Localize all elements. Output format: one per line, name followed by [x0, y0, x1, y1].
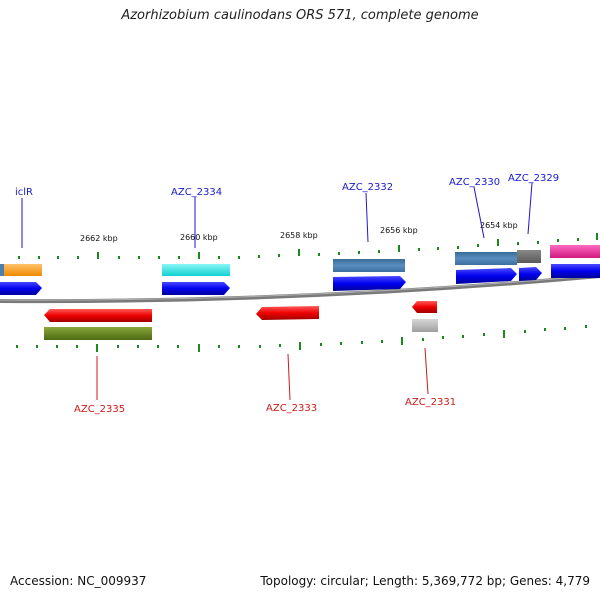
- gene-label-AZC_2329[interactable]: AZC_2329: [508, 173, 559, 184]
- scale-label: 2656 kbp: [380, 226, 418, 235]
- feature-silver[interactable]: [412, 319, 438, 332]
- scale-label: 2654 kbp: [480, 221, 518, 230]
- cds-forward-arrow[interactable]: [551, 264, 600, 278]
- cds-forward-arrow[interactable]: [162, 282, 230, 295]
- forward-cds-row: [0, 264, 600, 295]
- feature-olive[interactable]: [44, 327, 152, 340]
- reverse-cds-row: [44, 301, 437, 322]
- gene-label-AZC_2331[interactable]: AZC_2331: [405, 397, 456, 408]
- scale-label: 2658 kbp: [280, 231, 318, 240]
- accession-label: Accession: NC_009937: [10, 574, 147, 588]
- cds-forward-arrow[interactable]: [456, 268, 517, 284]
- scale-label: 2660 kbp: [180, 233, 218, 242]
- gene-label-AZC_2332[interactable]: AZC_2332: [342, 182, 393, 193]
- feature-magenta[interactable]: [550, 245, 600, 258]
- gene-label-iclR[interactable]: iclR: [15, 187, 33, 198]
- genome-summary: Topology: circular; Length: 5,369,772 bp…: [260, 574, 590, 588]
- forward-label-leaders: [21, 182, 533, 248]
- feature-grey[interactable]: [517, 250, 541, 263]
- cds-reverse-arrow[interactable]: [412, 301, 437, 313]
- gene-label-AZC_2333[interactable]: AZC_2333: [266, 403, 317, 414]
- page-title: Azorhizobium caulinodans ORS 571, comple…: [121, 8, 479, 23]
- forward-feature-row: [0, 245, 600, 276]
- feature-cyan[interactable]: [162, 264, 230, 276]
- reverse-feature-row: [44, 319, 438, 340]
- gene-label-AZC_2334[interactable]: AZC_2334: [171, 187, 222, 198]
- gene-label-AZC_2335[interactable]: AZC_2335: [74, 404, 125, 415]
- lower-tick-row: [16, 325, 587, 352]
- cds-reverse-arrow[interactable]: [44, 309, 152, 322]
- gene-label-AZC_2330[interactable]: AZC_2330: [449, 177, 500, 188]
- reverse-label-leaders: [96, 347, 429, 401]
- scale-label: 2662 kbp: [80, 234, 118, 243]
- feature-steelblue[interactable]: [333, 259, 405, 272]
- cds-forward-arrow[interactable]: [519, 267, 542, 281]
- cds-reverse-arrow[interactable]: [256, 306, 319, 320]
- cds-forward-arrow[interactable]: [333, 276, 406, 291]
- upper-tick-row: [18, 233, 598, 259]
- feature-orange[interactable]: [0, 264, 42, 276]
- genome-backbone: [0, 274, 600, 304]
- feature-steelblue[interactable]: [455, 252, 517, 265]
- cds-forward-arrow[interactable]: [0, 282, 42, 295]
